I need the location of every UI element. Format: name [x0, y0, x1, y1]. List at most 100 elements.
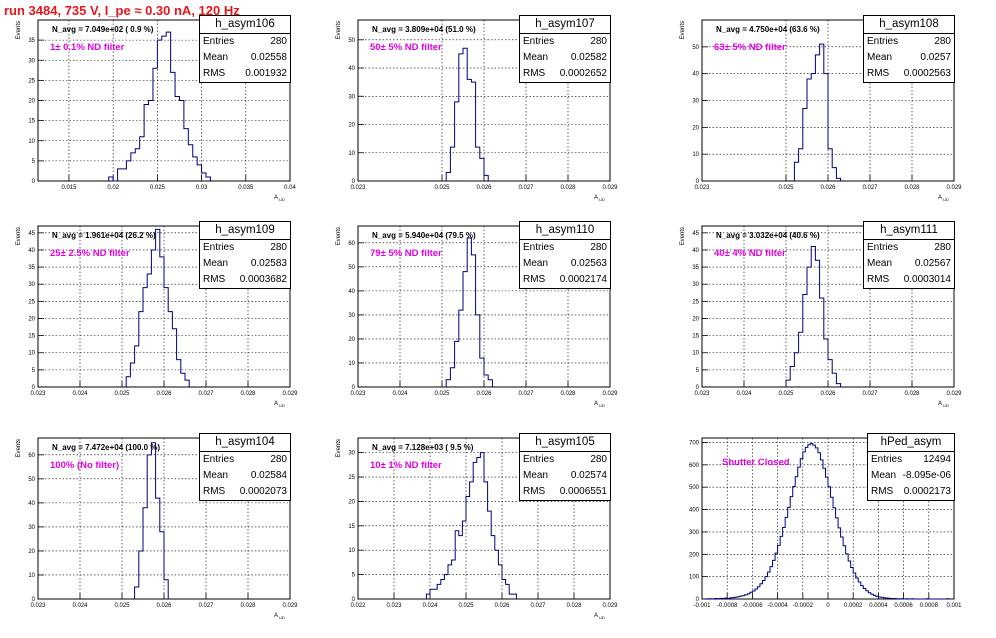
stats-key: Mean — [871, 470, 897, 481]
y-tick-label: 10 — [692, 152, 699, 158]
stats-row-rms: RMS 0.0002073 — [200, 484, 290, 500]
stats-key: Entries — [867, 242, 899, 253]
stats-row-rms: RMS 0.0003014 — [864, 272, 954, 288]
stats-key: Entries — [523, 454, 555, 465]
stats-row-entries: Entries 280 — [520, 452, 610, 468]
stats-key: Entries — [871, 454, 903, 465]
stats-row-mean: Mean 0.02558 — [200, 50, 290, 66]
y-tick-label: 10 — [692, 351, 699, 357]
y-tick-label: 10 — [348, 548, 355, 554]
y-tick-label: 0 — [352, 597, 356, 603]
stats-row-entries: Entries 12494 — [868, 452, 954, 468]
x-tick-label: 0.023 — [694, 185, 710, 191]
y-tick-label: 20 — [348, 499, 355, 505]
histogram-pad-h_asym111: 0.023 0.024 0.025 0.026 0.027 0.028 0.029 0 5 10 1… — [680, 221, 992, 426]
filter-label: 40± 4% ND filter — [714, 248, 786, 259]
stats-row-rms: RMS 0.0002563 — [864, 66, 954, 82]
x-axis-title: A — [938, 195, 942, 201]
stats-key: Entries — [523, 36, 555, 47]
stats-row-mean: Mean 0.02567 — [864, 256, 954, 272]
filter-label: Shutter Closed — [722, 457, 790, 468]
x-axis-title: A — [938, 401, 942, 407]
x-tick-label: 0.028 — [560, 185, 576, 191]
x-tick-label: 0.0006 — [894, 603, 913, 609]
x-tick-label: 0.025 — [778, 185, 794, 191]
x-axis-title-subscript: UD — [943, 197, 949, 202]
x-tick-label: 0.0002 — [844, 603, 863, 609]
stats-value: 280 — [270, 242, 287, 253]
histogram-pad-h_asym107: 0.023 0.025 0.026 0.027 0.028 0.029 0 10 20 30 40 5… — [336, 15, 648, 220]
y-tick-label: 30 — [692, 282, 699, 288]
histogram-pad-h_asym109: 0.023 0.024 0.025 0.026 0.027 0.028 0.029 0 5 10 1… — [16, 221, 328, 426]
y-axis-title: Events — [16, 227, 22, 245]
x-axis-title-subscript: UD — [599, 403, 605, 408]
histogram-pad-hPed_asym: -0.001 -0.0008 -0.0006 -0.0004 -0.0002 0 0.000… — [689, 433, 992, 638]
stats-box-title: h_asym110 — [520, 222, 610, 240]
histogram-line — [793, 43, 842, 181]
x-tick-label: 0.027 — [518, 391, 534, 397]
y-tick-label: 20 — [28, 99, 35, 105]
stats-box: h_asym106 Entries 280 Mean 0.02558 RMS 0.00193… — [199, 15, 291, 83]
stats-key: RMS — [523, 486, 546, 497]
stats-value: 280 — [934, 242, 951, 253]
y-axis-title: Events — [16, 21, 22, 39]
y-tick-label: 10 — [28, 573, 35, 579]
stats-key: Mean — [523, 258, 549, 269]
run-title: run 3484, 735 V, I_pe ≈ 0.30 nA, 120 Hz — [4, 3, 240, 18]
y-tick-label: 30 — [348, 94, 355, 100]
histogram-line — [425, 452, 517, 599]
y-tick-label: 15 — [28, 334, 35, 340]
y-tick-label: 400 — [689, 508, 700, 514]
stats-value: 280 — [590, 36, 607, 47]
y-tick-label: 10 — [348, 151, 355, 157]
x-tick-label: 0.023 — [350, 391, 366, 397]
stats-row-entries: Entries 280 — [520, 34, 610, 50]
y-tick-label: 30 — [348, 451, 355, 457]
stats-box: h_asym104 Entries 280 Mean 0.02584 RMS 0.00020… — [199, 433, 291, 501]
y-axis-title: Events — [336, 439, 342, 457]
y-tick-label: 20 — [692, 316, 699, 322]
stats-value: 280 — [590, 242, 607, 253]
x-tick-label: 0 — [826, 603, 830, 609]
y-tick-label: 0 — [32, 597, 36, 603]
stats-box-title: h_asym104 — [200, 434, 290, 452]
x-tick-label: 0.026 — [156, 603, 172, 609]
y-tick-label: 500 — [689, 485, 700, 491]
y-tick-label: 40 — [348, 289, 355, 295]
y-tick-label: 100 — [689, 575, 700, 581]
y-tick-label: 35 — [28, 38, 35, 44]
y-tick-label: 0 — [352, 179, 356, 185]
stats-value: 0.02563 — [570, 258, 607, 269]
plot-frame — [357, 437, 611, 600]
x-tick-label: 0.0004 — [869, 603, 888, 609]
x-tick-label: 0.027 — [518, 185, 534, 191]
y-tick-label: 30 — [28, 525, 35, 531]
stats-box: h_asym110 Entries 280 Mean 0.02563 RMS 0.00021… — [519, 221, 611, 289]
stats-row-mean: Mean 0.0257 — [864, 50, 954, 66]
x-tick-label: 0.04 — [284, 185, 296, 191]
histogram-line — [785, 246, 842, 387]
x-tick-label: 0.001 — [946, 603, 962, 609]
y-tick-label: 5 — [32, 368, 36, 374]
x-tick-label: 0.029 — [946, 185, 962, 191]
stats-box: hPed_asym Entries 12494 Mean -8.095e-06 RMS 0.… — [867, 433, 955, 501]
y-tick-label: 20 — [692, 125, 699, 131]
y-tick-label: 25 — [692, 299, 699, 305]
stats-row-entries: Entries 280 — [864, 34, 954, 50]
x-tick-label: 0.027 — [198, 391, 214, 397]
filter-label: 50± 5% ND filter — [370, 42, 442, 53]
n-avg-label: N_avg = 3.809e+04 (51.0 %) — [372, 25, 476, 34]
stats-box-title: hPed_asym — [868, 434, 954, 452]
stats-key: RMS — [523, 274, 546, 285]
y-axis-title: Events — [16, 439, 22, 457]
histogram-line — [108, 31, 211, 182]
y-tick-label: 45 — [28, 231, 35, 237]
y-tick-label: 50 — [692, 45, 699, 51]
y-axis-title: Events — [336, 227, 342, 245]
stats-key: RMS — [203, 68, 226, 79]
y-tick-label: 15 — [348, 524, 355, 530]
stats-value: 0.0002174 — [559, 274, 607, 285]
y-tick-label: 40 — [28, 248, 35, 254]
x-tick-label: 0.0008 — [920, 603, 939, 609]
x-tick-label: 0.026 — [476, 185, 492, 191]
